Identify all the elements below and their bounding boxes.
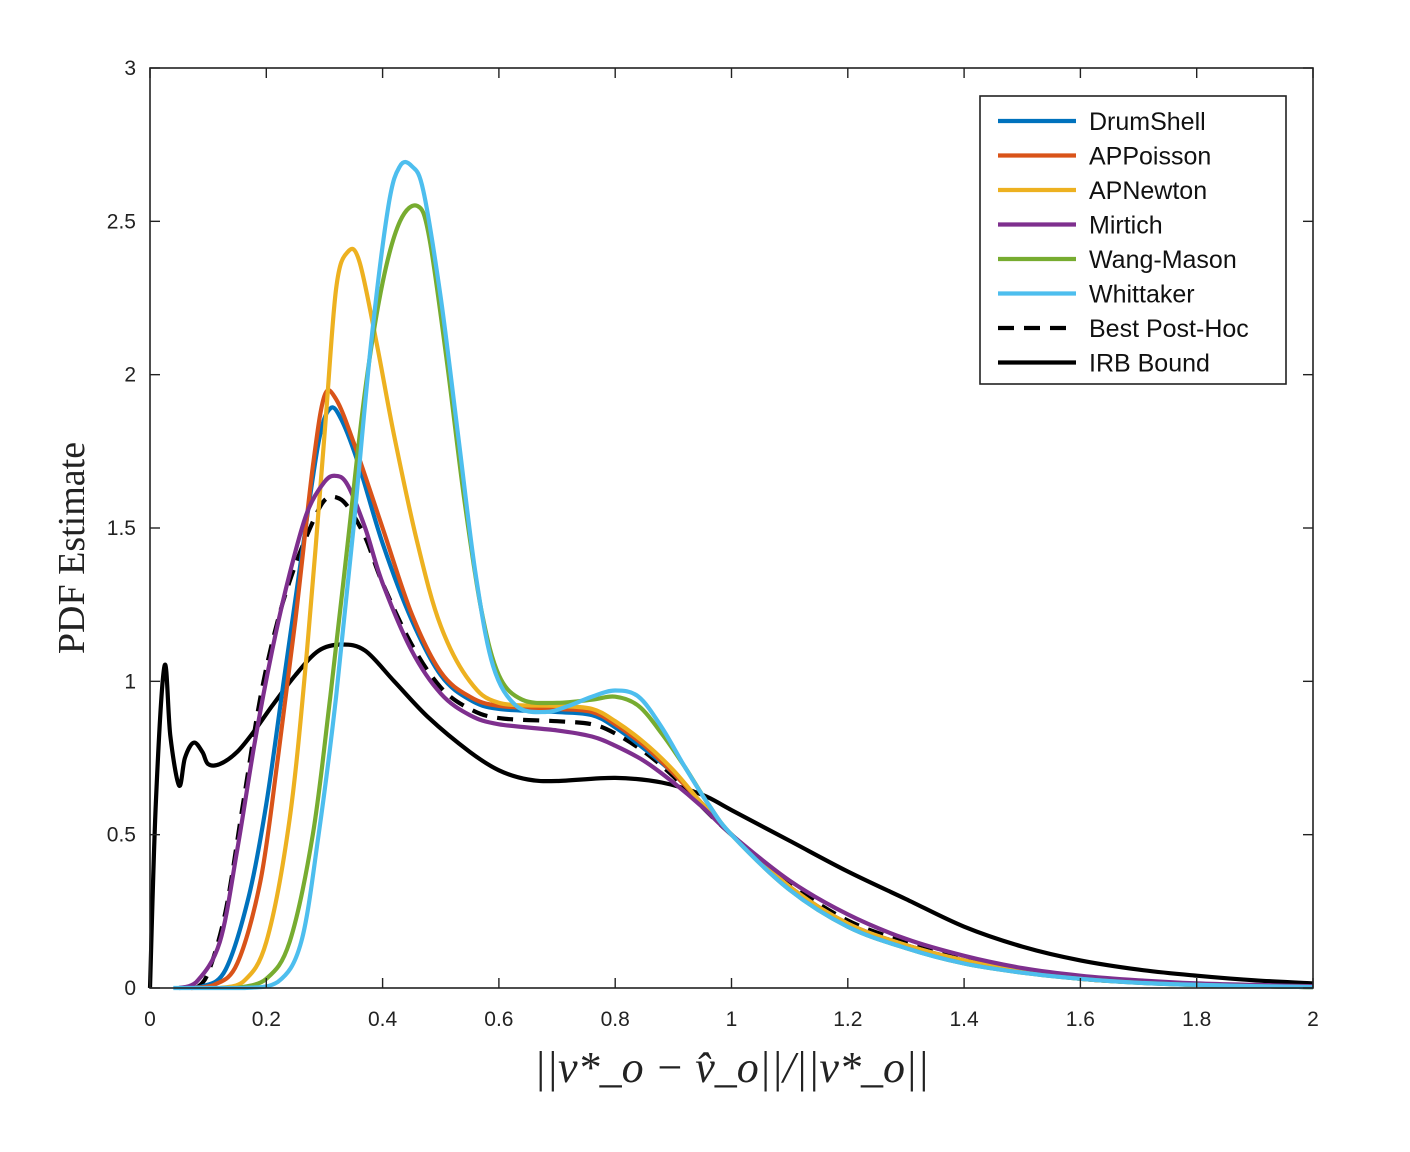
x-tick-label: 1.8 — [1182, 1008, 1211, 1031]
series-line-whittaker — [173, 159, 1314, 991]
x-tick-label: 0.2 — [252, 1008, 281, 1031]
plot-lines — [147, 159, 1314, 991]
x-tick-label: 0.8 — [601, 1008, 630, 1031]
x-tick-label: 0 — [144, 1008, 156, 1031]
legend-label: APNewton — [1089, 177, 1207, 205]
legend-item-irb-bound: IRB Bound — [998, 350, 1210, 378]
y-axis-label: PDF Estimate — [51, 442, 93, 654]
series-line-apnewton — [219, 246, 1314, 991]
series-line-mirtich — [178, 473, 1314, 991]
y-tick-label: 2.5 — [107, 210, 136, 233]
x-tick-label: 1.2 — [833, 1008, 862, 1031]
legend: DrumShell APPoisson APNewton Mirtich Wang-Ma… — [979, 95, 1287, 385]
legend-label: APPoisson — [1089, 143, 1211, 171]
legend-item-best-post-hoc: Best Post-Hoc — [998, 315, 1249, 343]
legend-item-drumshell: DrumShell — [998, 108, 1206, 136]
legend-item-wang-mason: Wang-Mason — [998, 246, 1237, 274]
y-tick-label: 3 — [124, 57, 136, 80]
y-axis: 0 0.5 1 1.5 2 2.5 3 — [107, 57, 1313, 1000]
y-tick-label: 1 — [124, 670, 136, 693]
x-tick-label: 2 — [1307, 1008, 1319, 1031]
y-tick-label: 0 — [124, 977, 136, 1000]
x-tick-label: 1.4 — [949, 1008, 979, 1031]
x-tick-label: 0.4 — [368, 1008, 398, 1031]
x-tick-label: 0.6 — [484, 1008, 513, 1031]
legend-label: IRB Bound — [1089, 350, 1210, 378]
series-line-irb-bound — [147, 642, 1314, 989]
y-tick-label: 2 — [124, 364, 136, 387]
x-tick-label: 1.6 — [1066, 1008, 1095, 1031]
x-axis: 0 0.2 0.4 0.6 0.8 1 1.2 1.4 1.6 1.8 2 — [144, 68, 1319, 1031]
x-axis-label: ||v*_o − v̂_o||/||v*_o|| — [534, 1043, 929, 1092]
legend-label: DrumShell — [1089, 108, 1206, 136]
legend-box — [979, 95, 1287, 385]
y-tick-label: 1.5 — [107, 517, 136, 540]
y-tick-label: 0.5 — [107, 824, 136, 847]
legend-label: Best Post-Hoc — [1089, 315, 1249, 343]
legend-label: Whittaker — [1089, 281, 1195, 309]
legend-item-apnewton: APNewton — [998, 177, 1207, 205]
legend-label: Mirtich — [1089, 212, 1163, 240]
legend-label: Wang-Mason — [1089, 246, 1237, 274]
legend-item-whittaker: Whittaker — [998, 281, 1195, 309]
series-line-best-post-hoc — [194, 494, 1314, 990]
series-line-drumshell — [178, 405, 1314, 991]
legend-item-appoisson: APPoisson — [998, 143, 1211, 171]
x-tick-label: 1 — [726, 1008, 738, 1031]
legend-item-mirtich: Mirtich — [998, 212, 1163, 240]
